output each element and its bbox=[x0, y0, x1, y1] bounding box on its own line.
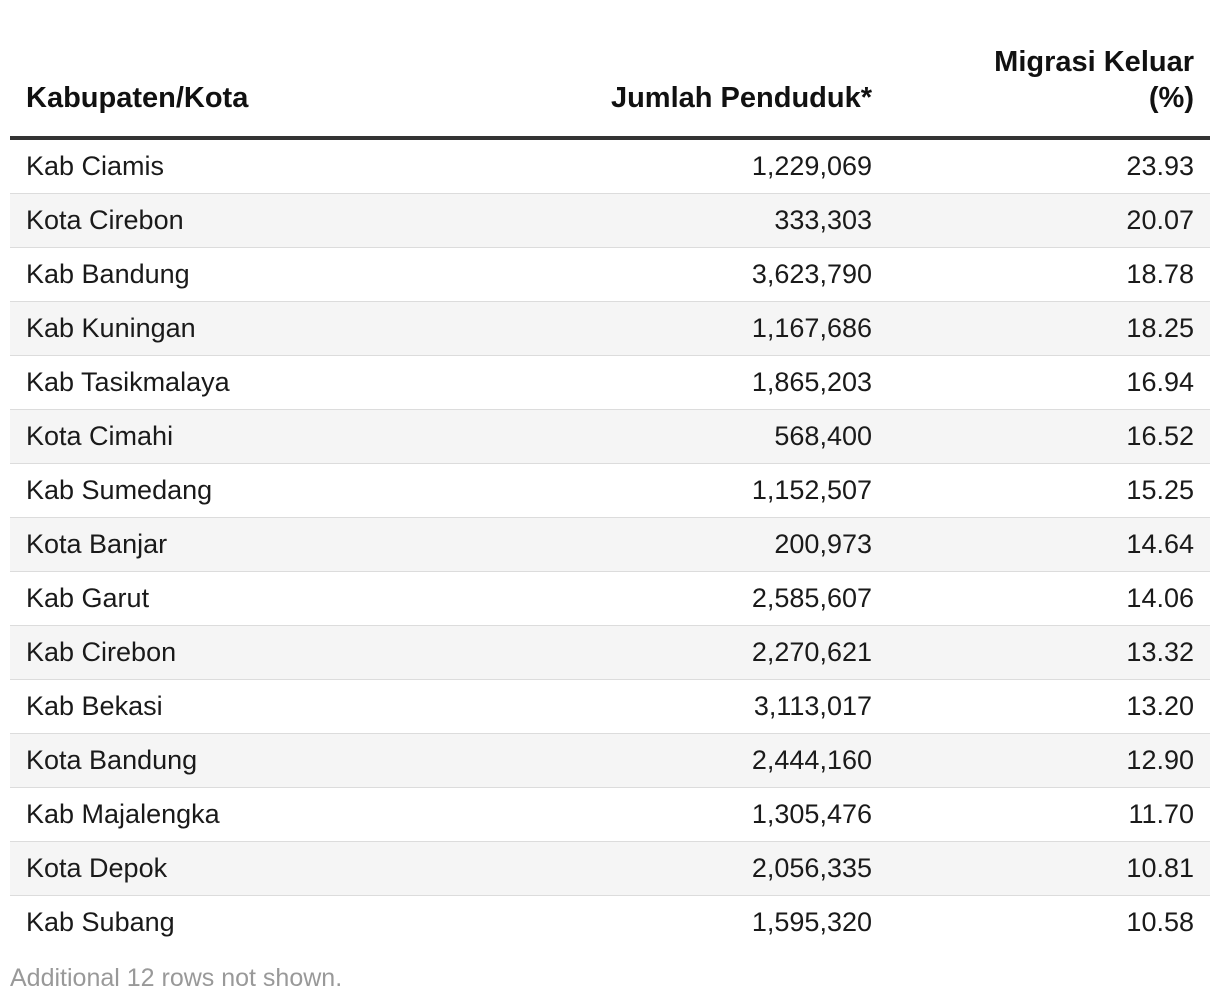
cell-region: Kota Bandung bbox=[10, 733, 500, 788]
cell-migration: 14.64 bbox=[888, 517, 1210, 572]
footnote: Additional 12 rows not shown. bbox=[10, 964, 343, 992]
cell-population: 1,305,476 bbox=[500, 787, 888, 842]
cell-population: 568,400 bbox=[500, 409, 888, 464]
cell-population: 3,113,017 bbox=[500, 679, 888, 734]
cell-population: 1,152,507 bbox=[500, 463, 888, 518]
table-row: Kota Depok 2,056,335 10.81 bbox=[10, 841, 1210, 896]
table-row: Kab Garut 2,585,607 14.06 bbox=[10, 571, 1210, 626]
cell-migration: 14.06 bbox=[888, 571, 1210, 626]
cell-region: Kab Majalengka bbox=[10, 787, 500, 842]
table-row: Kota Banjar 200,973 14.64 bbox=[10, 517, 1210, 572]
table-row: Kab Bekasi 3,113,017 13.20 bbox=[10, 679, 1210, 734]
cell-region: Kota Cimahi bbox=[10, 409, 500, 464]
table-row: Kab Kuningan 1,167,686 18.25 bbox=[10, 301, 1210, 356]
cell-population: 2,444,160 bbox=[500, 733, 888, 788]
cell-population: 200,973 bbox=[500, 517, 888, 572]
cell-migration: 16.52 bbox=[888, 409, 1210, 464]
cell-region: Kab Garut bbox=[10, 571, 500, 626]
cell-migration: 18.78 bbox=[888, 247, 1210, 302]
cell-region: Kab Sumedang bbox=[10, 463, 500, 518]
cell-migration: 13.32 bbox=[888, 625, 1210, 680]
table-row: Kab Tasikmalaya 1,865,203 16.94 bbox=[10, 355, 1210, 410]
cell-population: 2,270,621 bbox=[500, 625, 888, 680]
cell-region: Kab Subang bbox=[26, 907, 175, 937]
cell-population: 1,167,686 bbox=[500, 301, 888, 356]
table-row: Kota Bandung 2,444,160 12.90 bbox=[10, 733, 1210, 788]
column-header-migration: Migrasi Keluar (%) bbox=[888, 36, 1210, 140]
table-header: Kabupaten/Kota Jumlah Penduduk* Migrasi … bbox=[10, 36, 1210, 140]
table-body: Kab Ciamis 1,229,069 23.93 Kota Cirebon 333,… bbox=[10, 138, 1210, 949]
cell-population: 1,595,320 bbox=[751, 907, 872, 937]
cell-region: Kota Depok bbox=[10, 841, 500, 896]
cell-region: Kab Cirebon bbox=[10, 625, 500, 680]
column-header-population: Jumlah Penduduk* bbox=[500, 36, 888, 140]
cell-migration: 18.25 bbox=[888, 301, 1210, 356]
table-row: Kab Sumedang 1,152,507 15.25 bbox=[10, 463, 1210, 518]
cell-region: Kota Cirebon bbox=[10, 193, 500, 248]
cell-population: 3,623,790 bbox=[500, 247, 888, 302]
data-table-container: Kabupaten/Kota Jumlah Penduduk* Migrasi … bbox=[10, 36, 1210, 949]
cell-region: Kab Kuningan bbox=[10, 301, 500, 356]
cell-population: 2,585,607 bbox=[500, 571, 888, 626]
cell-migration: 20.07 bbox=[888, 193, 1210, 248]
cell-migration: 11.70 bbox=[888, 787, 1210, 842]
cell-migration: 12.90 bbox=[888, 733, 1210, 788]
table-row: Kota Cirebon 333,303 20.07 bbox=[10, 193, 1210, 248]
cell-migration: 10.81 bbox=[888, 841, 1210, 896]
table-row: Kab Ciamis 1,229,069 23.93 bbox=[10, 138, 1210, 194]
cell-migration: 15.25 bbox=[888, 463, 1210, 518]
cell-migration: 13.20 bbox=[888, 679, 1210, 734]
cell-region: Kota Banjar bbox=[10, 517, 500, 572]
cell-region: Kab Bandung bbox=[10, 247, 500, 302]
cell-region: Kab Ciamis bbox=[10, 138, 500, 194]
cell-migration: 23.93 bbox=[888, 138, 1210, 194]
cell-region: Kab Tasikmalaya bbox=[10, 355, 500, 410]
table-row: Kab Bandung 3,623,790 18.78 bbox=[10, 247, 1210, 302]
table-row: Kab Cirebon 2,270,621 13.32 bbox=[10, 625, 1210, 680]
cell-population: 1,865,203 bbox=[500, 355, 888, 410]
column-header-region: Kabupaten/Kota bbox=[10, 36, 500, 140]
cell-region: Kab Bekasi bbox=[10, 679, 500, 734]
header-row: Kabupaten/Kota Jumlah Penduduk* Migrasi … bbox=[10, 36, 1210, 140]
cell-population: 333,303 bbox=[500, 193, 888, 248]
cell-migration: 16.94 bbox=[888, 355, 1210, 410]
cell-population: 2,056,335 bbox=[500, 841, 888, 896]
cell-population: 1,229,069 bbox=[500, 138, 888, 194]
cell-migration: 10.58 bbox=[1126, 907, 1194, 937]
table-row: Kab Majalengka 1,305,476 11.70 bbox=[10, 787, 1210, 842]
data-table: Kabupaten/Kota Jumlah Penduduk* Migrasi … bbox=[10, 36, 1210, 949]
table-row: Kota Cimahi 568,400 16.52 bbox=[10, 409, 1210, 464]
table-row: Kab Subang 1,595,320 10.58 bbox=[10, 896, 1210, 950]
